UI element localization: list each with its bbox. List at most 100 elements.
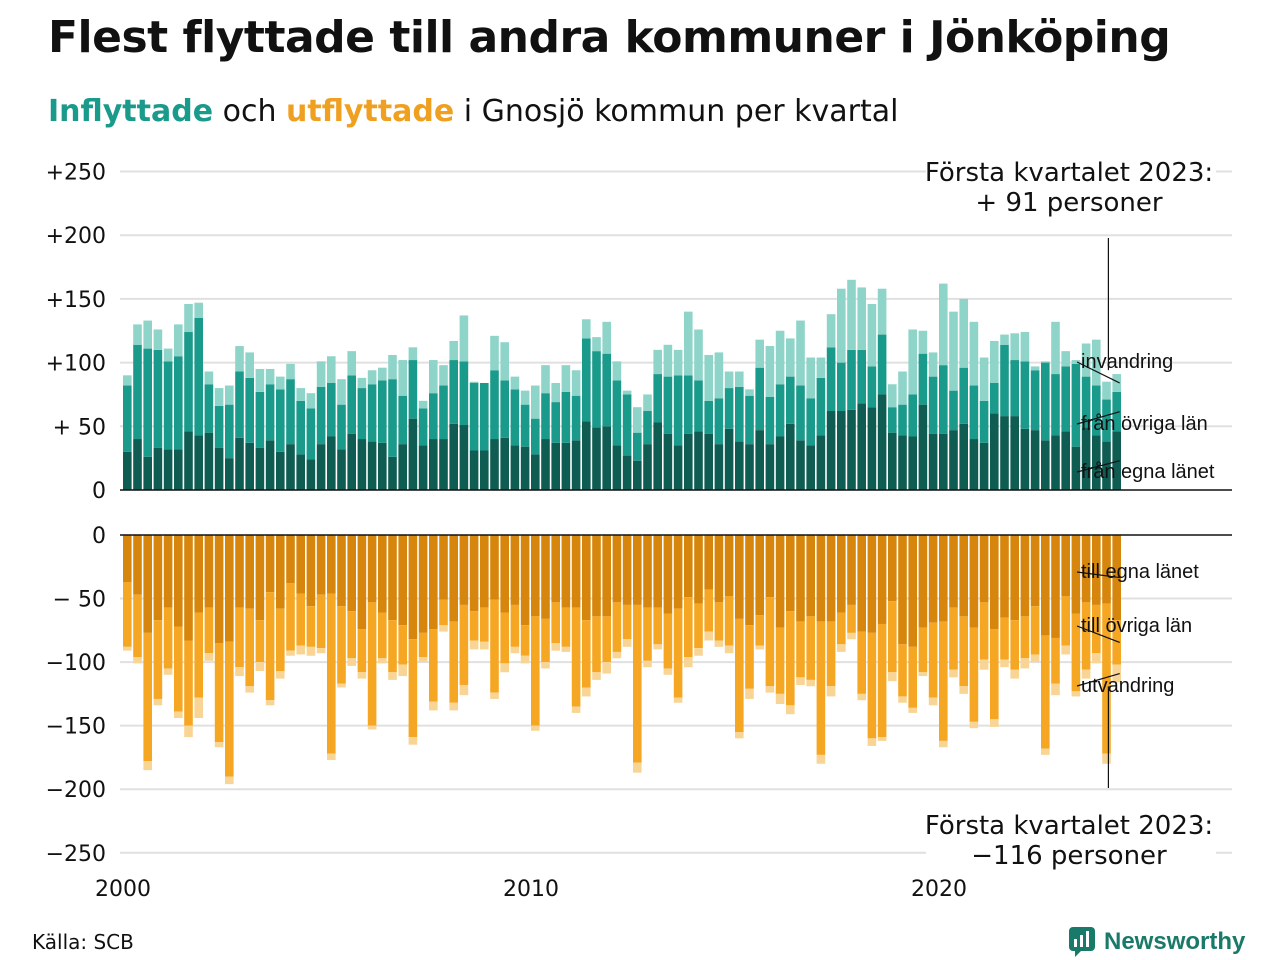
bar-från-övriga-län [888, 407, 897, 433]
bar-från-övriga-län [684, 375, 693, 434]
bar-från-övriga-län [174, 356, 183, 450]
bar-från-övriga-län [408, 360, 418, 419]
bar-från-egna-länet [622, 455, 632, 490]
bar-från-övriga-län [1102, 399, 1111, 442]
bar-till-egna-länet [418, 535, 428, 633]
bar-från-övriga-län [877, 334, 887, 395]
bar-utvandring [1030, 654, 1040, 663]
bar-till-egna-länet [296, 535, 305, 594]
leader-line [1076, 411, 1120, 425]
bar-till-egna-länet [439, 535, 448, 600]
bar-från-övriga-län [939, 365, 948, 434]
bar-utvandring [520, 655, 530, 664]
bar-utvandring [694, 648, 703, 656]
subtitle-inflyttade: Inflyttade [48, 94, 214, 129]
bar-till-övriga-län [857, 631, 866, 694]
bar-från-övriga-län [429, 393, 438, 440]
bar-till-övriga-län [408, 639, 418, 738]
bar-från-egna-länet [918, 404, 928, 490]
bar-från-egna-länet [1112, 431, 1121, 490]
bar-utvandring [551, 643, 560, 651]
bar-från-egna-länet [684, 433, 693, 490]
bar-invandring [1041, 361, 1050, 363]
bar-invandring [367, 370, 377, 385]
bar-till-egna-länet [510, 535, 520, 605]
bar-till-övriga-län [653, 607, 662, 645]
bar-till-egna-länet [367, 535, 377, 603]
bar-till-övriga-län [1092, 604, 1101, 654]
bar-invandring [888, 384, 897, 408]
bar-till-egna-länet [602, 535, 611, 617]
bar-till-egna-länet [1051, 535, 1060, 638]
bar-utvandring [418, 657, 428, 663]
bar-till-egna-länet [1071, 535, 1081, 614]
bar-från-egna-länet [347, 433, 356, 490]
bar-till-övriga-län [174, 626, 183, 712]
bar-från-övriga-län [245, 377, 254, 443]
bar-från-övriga-län [775, 384, 785, 437]
bar-från-egna-länet [316, 444, 326, 490]
bar-från-egna-länet [928, 433, 938, 490]
bar-till-övriga-län [877, 623, 887, 738]
bar-från-övriga-län [724, 388, 734, 429]
bar-från-egna-länet [602, 426, 611, 490]
bar-till-övriga-län [908, 646, 917, 708]
bar-invandring [1071, 360, 1081, 364]
bar-från-egna-länet [469, 450, 479, 490]
bar-från-egna-länet [143, 456, 152, 490]
bar-till-egna-länet [133, 535, 142, 595]
bar-utvandring [786, 705, 795, 715]
bar-från-egna-länet [520, 446, 530, 490]
bar-till-egna-länet [337, 535, 346, 607]
bar-invandring [592, 337, 601, 352]
bar-från-egna-länet [1071, 446, 1081, 490]
bar-utvandring [174, 711, 183, 719]
bar-från-egna-länet [327, 436, 336, 490]
bar-från-egna-länet [592, 427, 601, 490]
bar-till-övriga-län [388, 620, 397, 673]
bar-till-övriga-län [765, 597, 775, 687]
bar-invandring [357, 377, 367, 389]
bar-från-övriga-län [653, 374, 662, 423]
bar-invandring [378, 367, 387, 381]
bar-till-övriga-län [194, 612, 203, 698]
y-tick-label-top: +250 [46, 161, 106, 186]
bar-till-övriga-län [551, 602, 560, 644]
bar-utvandring [979, 659, 989, 670]
bar-invandring [184, 303, 193, 333]
bar-till-egna-länet [990, 535, 999, 630]
bar-invandring [398, 360, 407, 396]
bar-till-övriga-län [786, 611, 795, 706]
bar-till-övriga-län [418, 632, 428, 658]
bar-från-egna-länet [724, 428, 734, 490]
bar-från-övriga-län [1051, 374, 1060, 436]
bar-från-egna-länet [510, 445, 520, 490]
bar-från-övriga-län [133, 344, 142, 440]
bar-till-egna-länet [745, 535, 754, 626]
bar-invandring [908, 329, 917, 395]
bar-till-egna-länet [867, 535, 877, 633]
bar-till-övriga-län [592, 616, 601, 673]
bar-till-egna-länet [378, 535, 387, 613]
bar-invandring [133, 324, 142, 345]
bar-till-övriga-län [969, 627, 979, 722]
bar-till-egna-länet [204, 535, 214, 608]
bar-utvandring [918, 672, 928, 677]
bar-till-egna-länet [357, 535, 367, 630]
bar-från-egna-länet [418, 445, 428, 490]
bar-till-övriga-län [745, 625, 754, 689]
bar-utvandring [724, 645, 734, 654]
bar-utvandring [490, 692, 499, 699]
bar-från-övriga-län [928, 376, 938, 434]
bar-till-övriga-län [439, 599, 448, 626]
brand-logo[interactable]: Newsworthy [1068, 924, 1245, 960]
bar-från-egna-länet [1041, 440, 1050, 490]
bar-från-egna-länet [1051, 435, 1060, 490]
bar-från-egna-länet [796, 440, 805, 490]
bar-till-övriga-län [816, 621, 826, 755]
bar-invandring [765, 346, 775, 397]
y-tick-label-top: 0 [92, 479, 106, 504]
bar-utvandring [755, 645, 764, 650]
annotation-top: Första kvartalet 2023:+ 91 personer [925, 155, 1216, 218]
bar-från-övriga-län [439, 385, 448, 440]
